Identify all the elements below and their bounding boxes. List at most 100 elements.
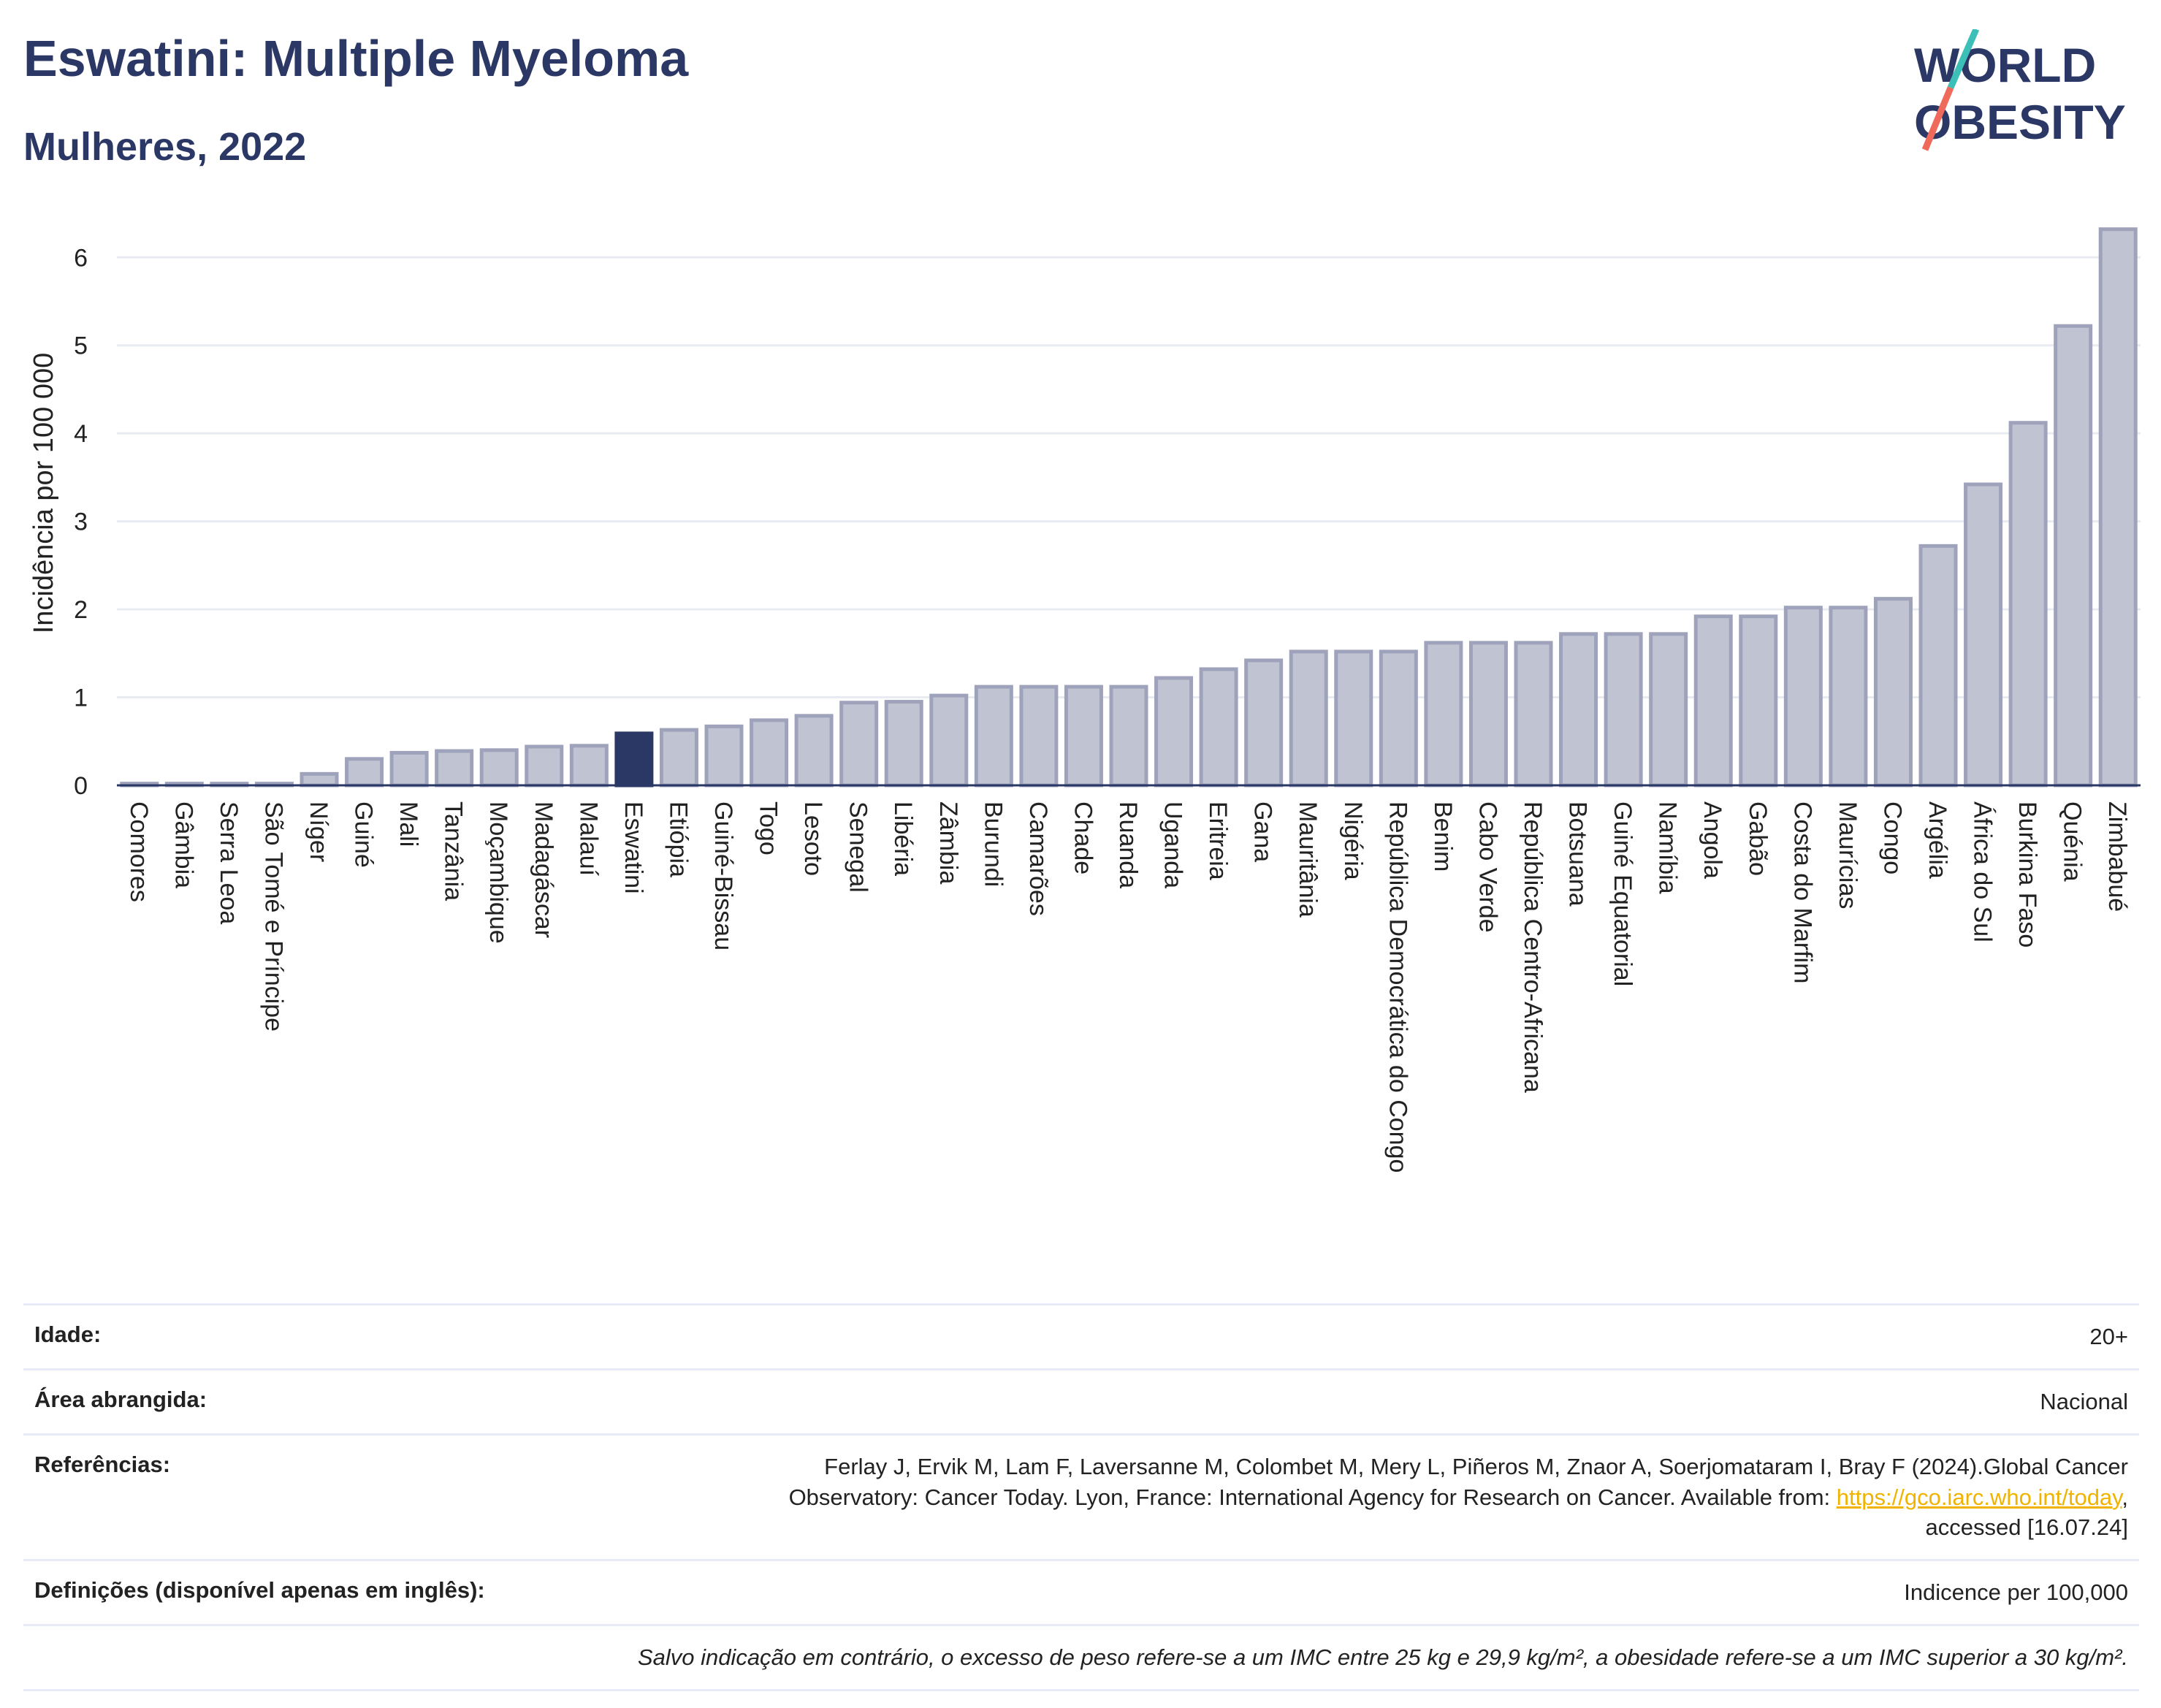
y-tick-label: 4 bbox=[74, 420, 88, 448]
x-tick-label: Gana bbox=[1249, 801, 1277, 862]
bar-uganda bbox=[1154, 676, 1194, 788]
x-tick-label: Gabão bbox=[1744, 801, 1772, 876]
bar-tanz-nia bbox=[435, 749, 474, 788]
bar-gana bbox=[1244, 658, 1284, 788]
bar-angola bbox=[1693, 614, 1733, 788]
bar-chart: 0 1 2 3 4 5 6 Comores Gâmbia Serra Leoa São Tomé … bbox=[28, 227, 2141, 1173]
svg-text:OBESITY: OBESITY bbox=[1914, 95, 2126, 149]
bar-camar-es bbox=[1019, 685, 1059, 788]
x-tick-label: Zâmbia bbox=[934, 801, 962, 884]
bar-botsuana bbox=[1559, 632, 1598, 788]
x-tick-label: Congo bbox=[1878, 801, 1906, 874]
y-axis: 0 1 2 3 4 5 6 bbox=[74, 244, 88, 800]
x-tick-label: República Centro-Africana bbox=[1519, 801, 1547, 1093]
bar--frica-do-sul bbox=[1964, 482, 2003, 788]
bar-lib-ria bbox=[884, 700, 923, 788]
x-tick-label: República Democrática do Congo bbox=[1384, 801, 1411, 1173]
bar-rep-blica-democr-tica-do-congo bbox=[1379, 649, 1418, 788]
x-tick-label: Costa do Marfim bbox=[1788, 801, 1816, 983]
x-tick-label: São Tomé e Príncipe bbox=[259, 801, 287, 1032]
bar-benim bbox=[1424, 641, 1463, 788]
x-tick-label: Camarões bbox=[1024, 801, 1052, 916]
x-tick-label: Zimbabué bbox=[2103, 801, 2131, 912]
bar-maurit-nia bbox=[1289, 649, 1328, 788]
bar-guin-bissau bbox=[704, 724, 744, 788]
x-tick-label: Comores bbox=[125, 801, 153, 902]
x-tick-label: Tanzânia bbox=[440, 801, 468, 901]
bar-ruanda bbox=[1109, 685, 1148, 788]
references-value: Ferlay J, Ervik M, Lam F, Laversanne M, … bbox=[788, 1453, 2128, 1541]
bar-guin- bbox=[345, 757, 384, 788]
x-tick-label: Etiópia bbox=[664, 801, 692, 877]
bar-malau- bbox=[569, 744, 609, 788]
bar-burundi bbox=[974, 685, 1013, 788]
bar-qu-nia bbox=[2054, 324, 2093, 788]
bar-gab-o bbox=[1739, 614, 1778, 788]
svg-text:WORLD: WORLD bbox=[1914, 38, 2096, 92]
area-value: Nacional bbox=[2040, 1388, 2128, 1414]
x-tick-label: Botsuana bbox=[1564, 801, 1592, 907]
y-tick-label: 5 bbox=[74, 332, 88, 360]
y-tick-label: 1 bbox=[74, 685, 88, 712]
info-row-definitions: Definições (disponível apenas em inglês)… bbox=[23, 1559, 2139, 1624]
x-tick-label: Mali bbox=[395, 801, 422, 847]
info-row-references: Referências: Ferlay J, Ervik M, Lam F, L… bbox=[23, 1433, 2139, 1560]
bar-costa-do-marfim bbox=[1783, 606, 1823, 788]
obesity-note: Salvo indicação em contrário, o excesso … bbox=[637, 1644, 2128, 1671]
definitions-value: Indicence per 100,000 bbox=[1904, 1579, 2128, 1606]
bar-nig-ria bbox=[1334, 649, 1373, 788]
y-tick-label: 6 bbox=[74, 244, 88, 272]
bar-chade bbox=[1064, 685, 1103, 788]
bar-maur-cias bbox=[1829, 606, 1868, 788]
x-tick-label: Eritreia bbox=[1204, 801, 1232, 880]
x-tick-label: Maurícias bbox=[1834, 801, 1861, 909]
reference-line-2: Observatory: Cancer Today. Lyon, France:… bbox=[788, 1484, 1831, 1510]
x-tick-label: Burundi bbox=[979, 801, 1007, 887]
bar-congo bbox=[1873, 597, 1913, 788]
page-subtitle: Mulheres, 2022 bbox=[23, 125, 307, 169]
bar-zimbabu- bbox=[2098, 227, 2138, 788]
x-tick-label: Eswatini bbox=[620, 801, 647, 894]
x-tick-label: Níger bbox=[305, 801, 332, 862]
x-tick-label: Malauí bbox=[574, 801, 602, 877]
info-row-area: Área abrangida: Nacional bbox=[23, 1368, 2139, 1433]
x-tick-label: Togo bbox=[755, 801, 782, 855]
references-label: Referências: bbox=[34, 1451, 171, 1477]
bar-rep-blica-centro-africana bbox=[1514, 641, 1553, 788]
x-tick-label: Nigéria bbox=[1339, 801, 1367, 880]
bar-mali bbox=[389, 750, 429, 788]
reference-link[interactable]: https://gco.iarc.who.int/today bbox=[1836, 1484, 2122, 1510]
y-tick-label: 2 bbox=[74, 596, 88, 624]
x-tick-label: Libéria bbox=[889, 801, 917, 876]
x-tick-label: Angola bbox=[1699, 801, 1726, 879]
age-value: 20+ bbox=[2089, 1324, 2128, 1349]
y-tick-label: 0 bbox=[74, 772, 88, 800]
definitions-label: Definições (disponível apenas em inglês)… bbox=[34, 1577, 485, 1604]
reference-line-1: Ferlay J, Ervik M, Lam F, Laversanne M, … bbox=[824, 1453, 2128, 1479]
y-axis-title: Incidência por 100 000 bbox=[28, 353, 59, 634]
bar-senegal bbox=[839, 701, 879, 788]
bar-togo bbox=[750, 718, 789, 788]
x-tick-label: Mauritânia bbox=[1294, 801, 1322, 918]
x-tick-label: África do Sul bbox=[1969, 801, 1997, 942]
bar-madag-scar bbox=[525, 744, 564, 788]
x-tick-label: Guiné bbox=[350, 801, 378, 868]
x-tick-label: Guiné Equatorial bbox=[1609, 801, 1636, 986]
bars bbox=[120, 227, 2138, 788]
bar-eswatini bbox=[614, 731, 654, 788]
x-tick-label: Guiné-Bissau bbox=[709, 801, 737, 950]
x-tick-label: Chade bbox=[1069, 801, 1097, 874]
x-tick-label: Argélia bbox=[1924, 801, 1951, 879]
x-tick-label: Moçambique bbox=[484, 801, 512, 944]
x-tick-label: Lesoto bbox=[799, 801, 827, 876]
bar-guin-equatorial bbox=[1604, 632, 1643, 788]
x-tick-label: Senegal bbox=[845, 801, 872, 893]
bar-eti-pia bbox=[659, 728, 698, 788]
x-tick-label: Namíbia bbox=[1654, 801, 1682, 894]
page-title: Eswatini: Multiple Myeloma bbox=[23, 30, 689, 87]
x-axis: Comores Gâmbia Serra Leoa São Tomé e Prínci… bbox=[117, 784, 2141, 1173]
bar-nam-bia bbox=[1649, 632, 1688, 788]
x-tick-label: Ruanda bbox=[1114, 801, 1142, 888]
bar-lesoto bbox=[794, 714, 834, 788]
x-tick-label: Uganda bbox=[1159, 801, 1187, 888]
